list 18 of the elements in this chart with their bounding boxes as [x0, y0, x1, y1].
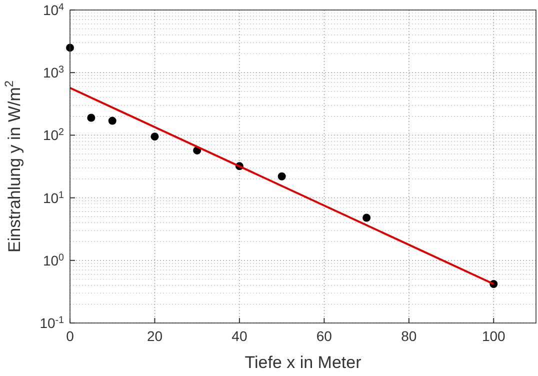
point: [150, 132, 159, 141]
x-tick-label: 80: [401, 328, 417, 344]
point: [87, 114, 96, 122]
y-tick-label: 10$^{4}$: [42, 2, 65, 18]
y-tick-label: 10$^{-1}$: [40, 314, 64, 331]
y-tick-label: 10$^{1}$: [42, 189, 64, 206]
x-tick-label: 0: [66, 328, 74, 344]
x-tick-label: 100: [482, 328, 506, 344]
x-tick-label: 20: [146, 328, 163, 344]
point: [278, 172, 286, 180]
point: [362, 214, 371, 222]
x-axis-title: Tiefe x in Meter: [244, 353, 362, 372]
x-tick-label: 60: [316, 328, 332, 344]
x-tick-label: 40: [232, 328, 248, 344]
point: [108, 116, 116, 125]
y-tick-label: 10$^{0}$: [42, 252, 65, 268]
y-tick-label: 10$^{3}$: [42, 64, 65, 81]
y-tick-label: 10$^{2}$: [42, 126, 64, 144]
